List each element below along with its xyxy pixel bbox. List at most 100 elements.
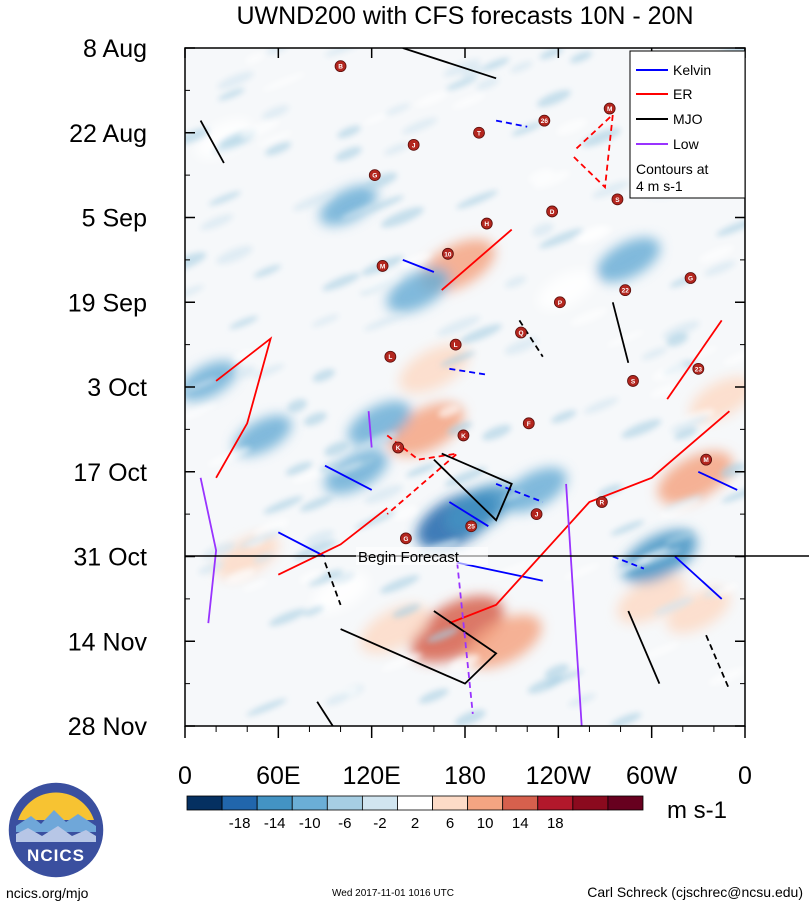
contour-low [456, 562, 474, 714]
legend-note-line1: Contours at [636, 161, 708, 177]
x-tick-label: 0 [738, 762, 752, 790]
colorbar-units: m s-1 [667, 797, 727, 824]
anomaly-streak [716, 218, 745, 237]
anomaly-streak [385, 103, 411, 116]
storm-marker-dot [595, 496, 608, 508]
anomaly-streak [539, 228, 584, 249]
anomaly-streak [293, 191, 335, 211]
anomaly-streak [490, 561, 533, 580]
contour-mjo [627, 610, 661, 684]
colorbar-swatch [467, 795, 504, 811]
anomaly-streak [380, 207, 424, 228]
anomaly-streak [225, 568, 256, 584]
anomaly-streak [185, 252, 207, 272]
anomaly-streak [555, 118, 588, 136]
footer-url[interactable]: ncics.org/mjo [6, 885, 89, 901]
colorbar-swatch [572, 795, 609, 811]
y-tick-label: 17 Oct [73, 459, 147, 487]
legend-label-low: Low [673, 136, 700, 152]
anomaly-streak [638, 548, 682, 567]
y-tick-label: 14 Nov [68, 628, 148, 656]
contour-kelvin [495, 119, 528, 128]
anomaly-streak [335, 146, 362, 161]
anomaly-streak [670, 415, 709, 433]
anomaly-streak [528, 168, 554, 183]
contour-er [386, 434, 461, 515]
colorbar-swatch [502, 795, 539, 811]
storm-marker: J [407, 138, 420, 151]
anomaly-streak [400, 252, 432, 268]
anomaly-blob [666, 588, 731, 634]
storm-marker-dot [441, 247, 454, 260]
storm-marker-dot [619, 284, 632, 297]
anomaly-streak [200, 214, 234, 230]
storm-marker-label: Q [518, 330, 523, 337]
storm-marker-label: S [615, 197, 620, 204]
contour-low [367, 411, 373, 448]
colorbar-swatch [326, 795, 363, 811]
anomaly-streak [364, 312, 406, 331]
storm-marker-dot [546, 205, 559, 218]
anomaly-blob [537, 270, 595, 311]
anomaly-blob [616, 574, 687, 624]
y-tick-label: 31 Oct [73, 544, 147, 572]
storm-marker-label: L [388, 354, 392, 361]
anomaly-streak [185, 377, 218, 393]
anomaly-streak [322, 273, 361, 291]
anomaly-streak [635, 547, 670, 563]
anomaly-streak [448, 654, 480, 671]
storm-marker-dot [392, 441, 405, 454]
colorbar-swatch [221, 795, 258, 811]
anomaly-streak [476, 77, 500, 90]
contour-kelvin [277, 531, 326, 558]
colorbar-swatch [607, 795, 644, 811]
storm-marker: H [480, 217, 493, 230]
anomaly-streak [261, 105, 290, 120]
anomaly-blob [657, 451, 733, 505]
anomaly-blob [360, 604, 430, 654]
colorbar: -18 -14 -10 -6 -2 2 6 10 14 18 [186, 795, 644, 832]
contour-kelvin [448, 501, 489, 527]
anomaly-streak [666, 332, 688, 347]
anomaly-streak [447, 421, 473, 435]
anomaly-streak [333, 571, 355, 584]
colorbar-tick-label: 18 [547, 815, 564, 832]
anomaly-streak [253, 264, 281, 278]
contour-kelvin [449, 367, 489, 376]
storm-marker-dot [530, 508, 543, 521]
storm-marker-label: M [703, 457, 708, 464]
storm-marker: K [457, 429, 470, 442]
anomaly-streak [269, 608, 307, 626]
anomaly-streak [202, 542, 236, 560]
anomaly-streak [298, 570, 323, 584]
anomaly-streak [384, 142, 410, 155]
anomaly-streak [246, 698, 287, 716]
anomaly-streak [364, 195, 404, 213]
anomaly-streak [331, 460, 363, 476]
anomaly-streak [511, 121, 543, 136]
storm-marker-label: F [527, 421, 531, 428]
x-tick-label: 120E [342, 762, 400, 790]
anomaly-streak [621, 419, 662, 439]
anomaly-streak [236, 365, 256, 379]
anomaly-streak [363, 113, 388, 125]
storm-marker: F [522, 417, 535, 430]
anomaly-streak [242, 579, 268, 592]
legend-label-kelvin: Kelvin [673, 62, 711, 78]
footer-timestamp: Wed 2017-11-01 1016 UTC [332, 888, 454, 899]
anomaly-streak [238, 529, 282, 549]
anomaly-streak [217, 71, 254, 89]
storm-marker: L [449, 338, 462, 351]
anomaly-streak [461, 65, 485, 79]
storm-marker-dot [399, 532, 412, 545]
contour-low [565, 483, 583, 726]
storm-marker-label: P [558, 300, 563, 307]
anomaly-streak [544, 664, 570, 679]
colorbar-swatch [537, 795, 574, 811]
storm-marker-label: G [688, 276, 693, 283]
anomaly-streak [674, 427, 698, 440]
anomaly-streak [232, 349, 254, 362]
storm-marker-dot [553, 296, 566, 309]
contour-mjo [324, 562, 342, 606]
anomaly-streak [240, 119, 281, 139]
